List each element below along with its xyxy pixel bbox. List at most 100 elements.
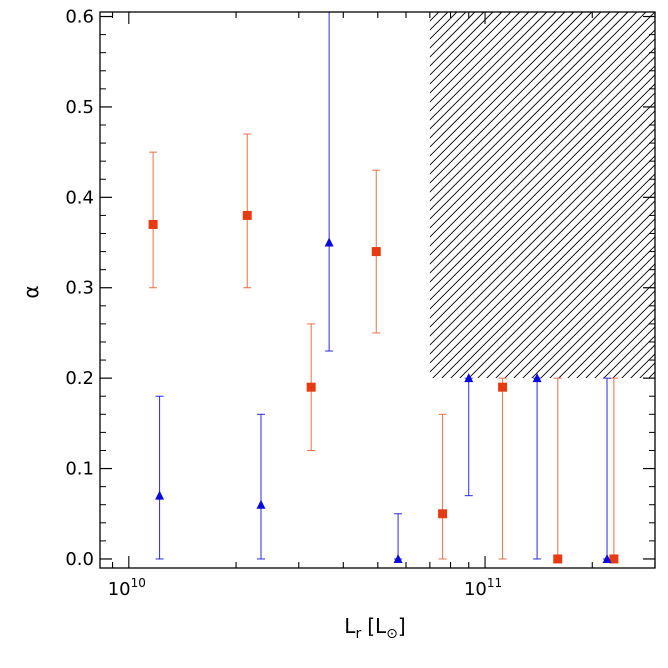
y-tick-label: 0.2 (65, 368, 94, 389)
hatch-line (429, 12, 593, 175)
data-point-square (438, 509, 448, 519)
x-axis-label-main: L (344, 614, 356, 638)
x-axis-label-unit-close: ] (398, 614, 406, 638)
hatch-line (429, 12, 548, 130)
data-point-square (498, 382, 508, 392)
data-point-triangle (256, 499, 266, 509)
hatch-line (429, 12, 584, 166)
hatch-line (585, 308, 656, 379)
data-markers (148, 210, 619, 564)
hatch-line (504, 227, 656, 379)
hatch-line (441, 164, 656, 379)
hatch-line (429, 12, 503, 85)
hatch-line (576, 299, 656, 379)
x-tick-label-base: 10 (108, 579, 131, 600)
hatch-line (429, 12, 566, 148)
x-axis-label-unit-open: [L (367, 614, 387, 638)
x-axis-label: Lr [L⊙] (344, 614, 405, 642)
hatch-line (429, 12, 620, 202)
hatch-line (429, 110, 656, 337)
hatch-line (429, 74, 656, 301)
data-point-triangle (324, 237, 334, 247)
hatch-line (549, 272, 656, 379)
hatch-line (429, 12, 629, 211)
y-tick-labels: 0.0 0.1 0.2 0.3 0.4 0.5 0.6 (65, 7, 94, 570)
data-point-triangle (155, 490, 165, 500)
hatch-line (459, 182, 656, 379)
y-tick-label: 0.3 (65, 278, 94, 299)
hatch-line (486, 209, 656, 379)
hatch-line (540, 263, 656, 379)
x-tick-label-exponent: 11 (487, 576, 502, 590)
x-tick-labels: 1010 1011 (108, 576, 502, 600)
hatch-line (429, 92, 656, 319)
data-point-square (242, 210, 252, 220)
hatch-line (429, 56, 656, 283)
hatch-line (429, 12, 521, 103)
hatch-line (450, 173, 656, 379)
hatch-line (429, 12, 557, 139)
hatch-line (429, 83, 656, 310)
data-point-triangle (464, 373, 474, 383)
y-tick-label: 0.1 (65, 459, 94, 480)
data-point-square (553, 554, 563, 564)
hatch-line (429, 12, 647, 229)
hatch-line (429, 12, 539, 121)
hatch-line (429, 12, 611, 193)
data-point-square (148, 219, 158, 229)
axis-ticks (100, 12, 656, 568)
hatch-line (477, 200, 656, 379)
hatch-line (558, 281, 656, 379)
hatch-line (429, 119, 656, 346)
hatch-line (522, 245, 656, 379)
hatch-line (429, 12, 440, 22)
hatch-line (531, 254, 656, 379)
hatch-line (429, 12, 602, 184)
hatch-line (468, 191, 656, 379)
hatch-line (429, 12, 656, 238)
y-tick-label: 0.0 (65, 549, 94, 570)
hatch-line (429, 12, 638, 220)
x-tick-label-base: 10 (464, 579, 487, 600)
data-point-triangle (532, 373, 542, 383)
hatch-line (429, 146, 656, 373)
hatch-line (429, 12, 476, 58)
y-tick-label: 0.4 (65, 187, 94, 208)
y-tick-label: 0.5 (65, 97, 94, 118)
hatch-line (429, 12, 494, 76)
x-tick-label-exponent: 10 (131, 576, 146, 590)
y-axis-label: α (19, 285, 43, 298)
x-axis-label-unit-sym: ⊙ (386, 626, 398, 642)
hatch-line (429, 12, 575, 157)
hatch-line (429, 12, 512, 94)
hatch-line (429, 47, 656, 274)
data-point-triangle (393, 553, 403, 563)
hatch-line (567, 290, 656, 379)
hatch-line (429, 12, 458, 40)
y-tick-label: 0.6 (65, 7, 94, 28)
hatch-line (429, 38, 656, 265)
hatch-line (513, 236, 656, 379)
hatch-line (429, 137, 656, 364)
data-point-square (609, 554, 619, 564)
x-tick-label: 1010 (108, 576, 146, 600)
data-point-square (371, 247, 381, 257)
hatch-line (429, 12, 449, 31)
hatched-region (429, 12, 656, 379)
data-point-square (306, 382, 316, 392)
x-tick-label: 1011 (464, 576, 502, 600)
error-bars (149, 12, 618, 560)
x-axis-label-sub: r (355, 626, 361, 642)
hatch-line (429, 101, 656, 328)
data-point-triangle (602, 553, 612, 563)
hatch-line (429, 12, 467, 49)
hatch-line (432, 155, 656, 379)
hatch-line (429, 20, 656, 247)
hatch-line (429, 12, 530, 112)
hatch-line (429, 12, 485, 67)
hatch-line (429, 128, 656, 355)
hatch-line (495, 218, 656, 379)
hatch-line (429, 29, 656, 256)
hatch-line (429, 65, 656, 292)
